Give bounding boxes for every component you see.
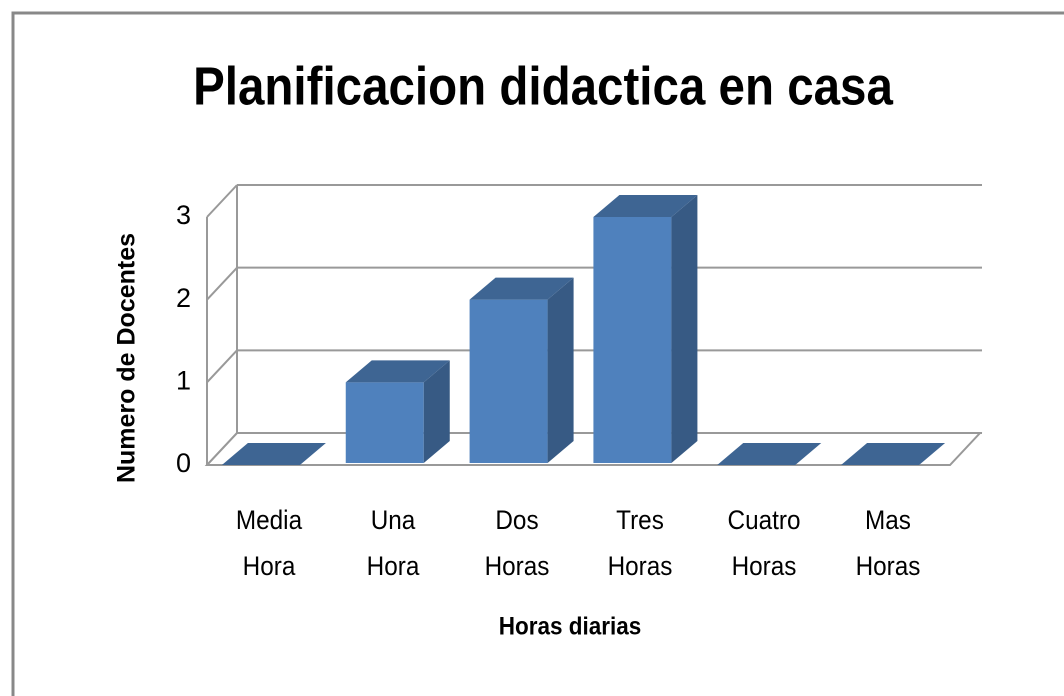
y-tick-label: 3 [176, 200, 191, 230]
y-tick-label: 2 [176, 283, 191, 313]
bar [593, 195, 698, 463]
chart-title: Planificacion didactica en casa [193, 55, 894, 116]
bar [221, 443, 326, 465]
x-tick-label: Cuatro Horas [727, 505, 801, 581]
y-tick-label: 0 [176, 448, 191, 478]
x-tick-label: Dos Horas [484, 505, 549, 581]
y-tick-label: 1 [176, 365, 191, 395]
y-axis-title: Numero de Docentes [113, 233, 141, 483]
bar [469, 277, 574, 463]
x-tick-label: Media Hora [235, 505, 302, 581]
bar-front [345, 382, 424, 463]
x-axis-title: Horas diarias [499, 613, 641, 641]
bar-top [841, 443, 946, 465]
bar [345, 360, 450, 463]
bar-front [593, 217, 672, 463]
bar-side [423, 360, 450, 463]
bar-side [671, 195, 698, 463]
x-tick-label: Mas Horas [855, 505, 921, 581]
grid-line [206, 266, 238, 301]
bar-top [221, 443, 326, 465]
bar [717, 443, 822, 465]
bar-front [469, 299, 548, 463]
bar [841, 443, 946, 465]
bar-top [469, 277, 574, 300]
bar-top [345, 360, 450, 383]
bar-top [717, 443, 822, 465]
x-tick-label: Una Hora [366, 505, 420, 581]
grid-line [206, 349, 238, 384]
bar-top [593, 195, 698, 217]
x-tick-label: Tres Horas [607, 505, 673, 581]
grid-line [206, 432, 238, 466]
bar-side [547, 277, 574, 463]
grid-line [206, 184, 238, 218]
